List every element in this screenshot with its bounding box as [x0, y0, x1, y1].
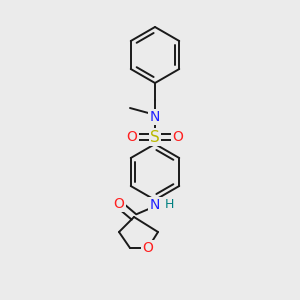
- Text: O: O: [127, 130, 137, 144]
- Text: H: H: [164, 199, 174, 212]
- Text: N: N: [150, 198, 160, 212]
- Text: O: O: [142, 241, 153, 255]
- Text: S: S: [150, 130, 160, 145]
- Text: N: N: [150, 110, 160, 124]
- Text: O: O: [114, 197, 124, 211]
- Text: O: O: [172, 130, 183, 144]
